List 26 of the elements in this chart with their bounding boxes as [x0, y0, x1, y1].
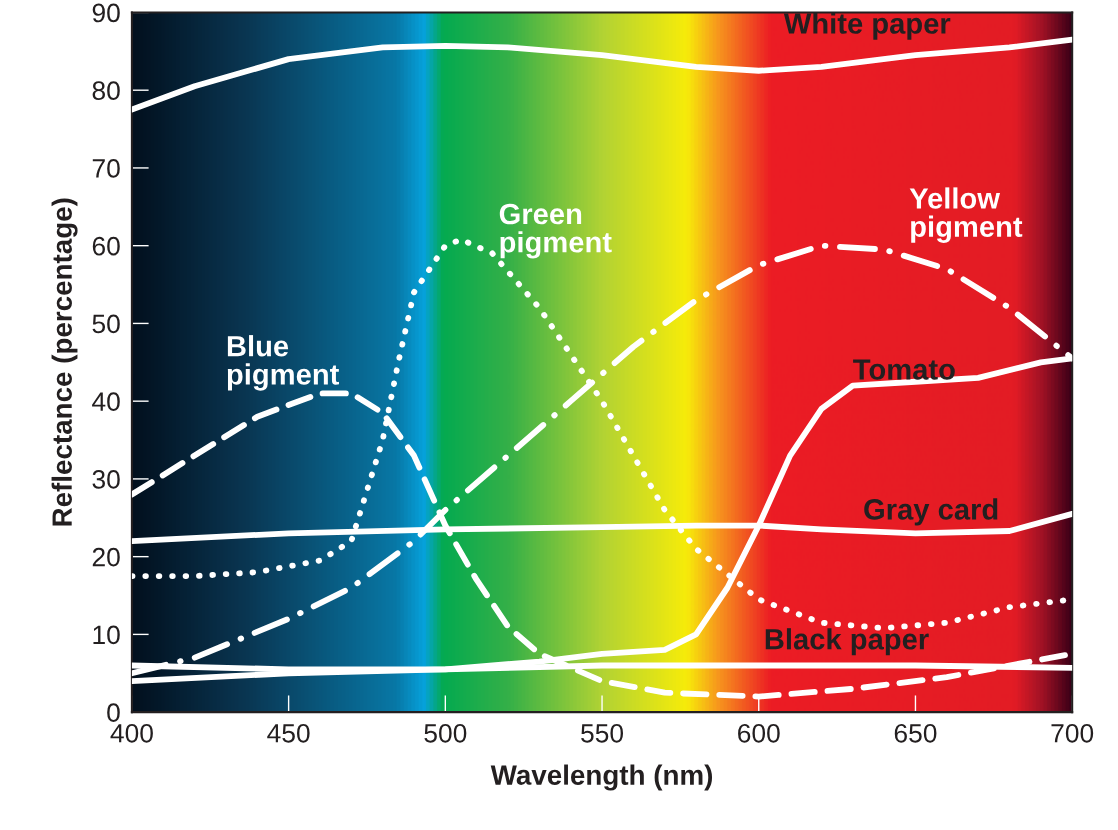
series-label: Tomato: [853, 359, 955, 380]
y-tick-label: 40: [92, 392, 120, 411]
x-tick-label: 600: [738, 723, 780, 743]
y-tick-label: 80: [92, 81, 120, 101]
x-tick-label: 650: [894, 723, 937, 743]
y-tick-label: 0: [107, 703, 120, 722]
y-tick-label: 30: [92, 470, 120, 489]
x-tick-label: 450: [267, 723, 310, 743]
series-label: Yellow pigment: [909, 187, 1023, 243]
y-tick-label: 50: [92, 314, 120, 334]
series-label: Blue pigment: [227, 335, 340, 391]
y-tick-label: 10: [93, 625, 120, 645]
y-tick-label: 20: [92, 547, 120, 567]
y-tick-label: 90: [92, 3, 120, 23]
x-tick-label: 550: [581, 723, 624, 743]
x-axis-title: Wavelength (nm): [490, 764, 713, 791]
x-tick-label: 400: [110, 723, 153, 743]
y-tick-label: 60: [92, 236, 120, 256]
series-label: Gray card: [864, 498, 998, 526]
series-label: Black paper: [765, 628, 929, 656]
series-label: Green pigment: [499, 203, 612, 259]
y-tick-label: 70: [92, 159, 120, 178]
x-tick-label: 700: [1051, 723, 1094, 743]
x-tick-label: 500: [424, 723, 467, 743]
series-label: White paper: [783, 12, 951, 40]
y-axis-title: Reflectance (percentage): [51, 198, 78, 526]
